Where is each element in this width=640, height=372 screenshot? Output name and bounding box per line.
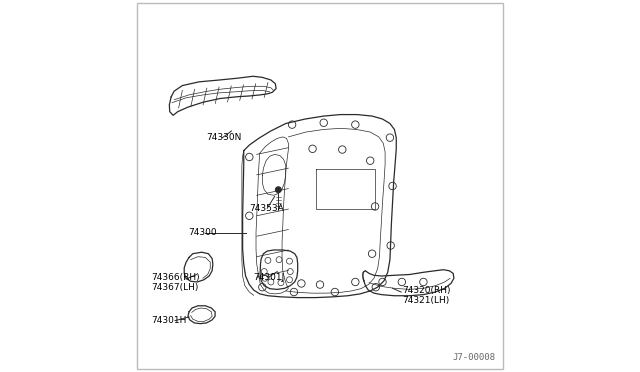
Text: 74301H: 74301H bbox=[151, 316, 186, 325]
Text: 74366(RH)
74367(LH): 74366(RH) 74367(LH) bbox=[151, 273, 200, 292]
Text: 74320(RH)
74321(LH): 74320(RH) 74321(LH) bbox=[402, 286, 451, 305]
Text: 74353A: 74353A bbox=[250, 204, 284, 213]
Text: 74300: 74300 bbox=[188, 228, 216, 237]
Text: J7-00008: J7-00008 bbox=[452, 353, 495, 362]
Circle shape bbox=[275, 187, 282, 193]
Text: 74301J: 74301J bbox=[253, 273, 284, 282]
Text: 74330N: 74330N bbox=[207, 133, 242, 142]
